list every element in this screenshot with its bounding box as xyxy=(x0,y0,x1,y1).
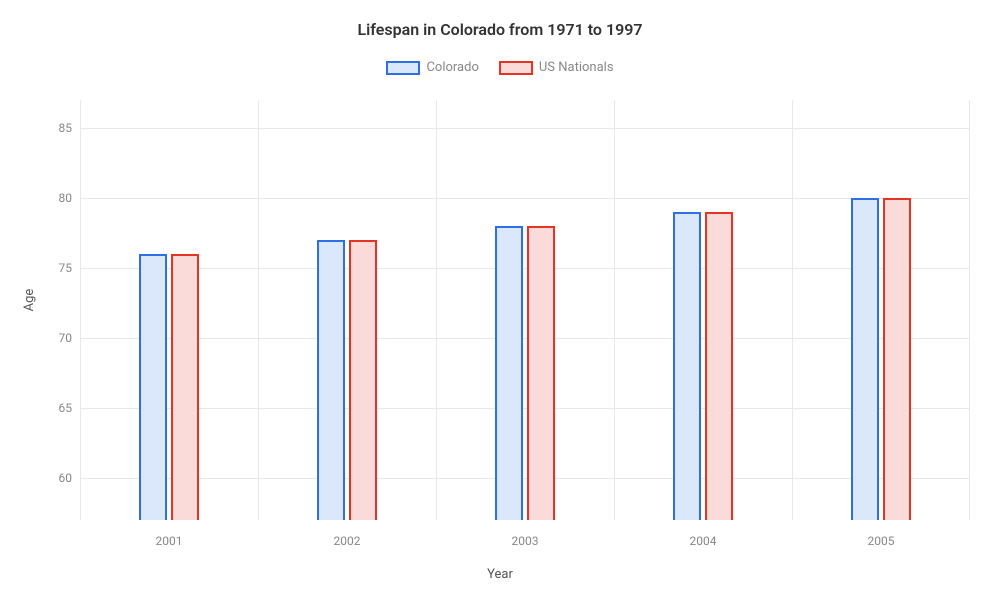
grid-line-v xyxy=(258,100,259,520)
grid-line-h xyxy=(80,408,970,409)
bar xyxy=(317,240,345,520)
bar xyxy=(673,212,701,520)
legend-label: US Nationals xyxy=(539,60,614,75)
plot-area xyxy=(80,100,970,520)
bar xyxy=(495,226,523,520)
grid-line-h xyxy=(80,128,970,129)
grid-line-v xyxy=(436,100,437,520)
bar xyxy=(349,240,377,520)
x-tick-label: 2005 xyxy=(868,534,895,548)
legend: Colorado US Nationals xyxy=(0,60,1000,75)
bar xyxy=(139,254,167,520)
legend-item: Colorado xyxy=(386,60,478,75)
bar-chart: Lifespan in Colorado from 1971 to 1997 C… xyxy=(0,0,1000,600)
grid-line-v xyxy=(792,100,793,520)
y-tick-label: 60 xyxy=(32,471,72,485)
grid-line-h xyxy=(80,198,970,199)
bar xyxy=(527,226,555,520)
legend-swatch-colorado xyxy=(386,61,420,75)
bar xyxy=(883,198,911,520)
x-tick-label: 2003 xyxy=(512,534,539,548)
x-tick-label: 2002 xyxy=(334,534,361,548)
legend-label: Colorado xyxy=(426,60,478,75)
x-tick-label: 2004 xyxy=(690,534,717,548)
y-tick-label: 70 xyxy=(32,331,72,345)
y-axis-label: Age xyxy=(22,289,37,312)
y-tick-label: 65 xyxy=(32,401,72,415)
bar xyxy=(705,212,733,520)
y-tick-label: 75 xyxy=(32,261,72,275)
legend-item: US Nationals xyxy=(499,60,614,75)
y-tick-label: 85 xyxy=(32,121,72,135)
x-axis-label: Year xyxy=(0,567,1000,582)
y-tick-label: 80 xyxy=(32,191,72,205)
bar xyxy=(851,198,879,520)
grid-line-h xyxy=(80,478,970,479)
grid-line-v xyxy=(614,100,615,520)
bar xyxy=(171,254,199,520)
grid-line-h xyxy=(80,338,970,339)
chart-title: Lifespan in Colorado from 1971 to 1997 xyxy=(0,20,1000,39)
grid-line-h xyxy=(80,268,970,269)
x-tick-label: 2001 xyxy=(156,534,183,548)
legend-swatch-us-nationals xyxy=(499,61,533,75)
